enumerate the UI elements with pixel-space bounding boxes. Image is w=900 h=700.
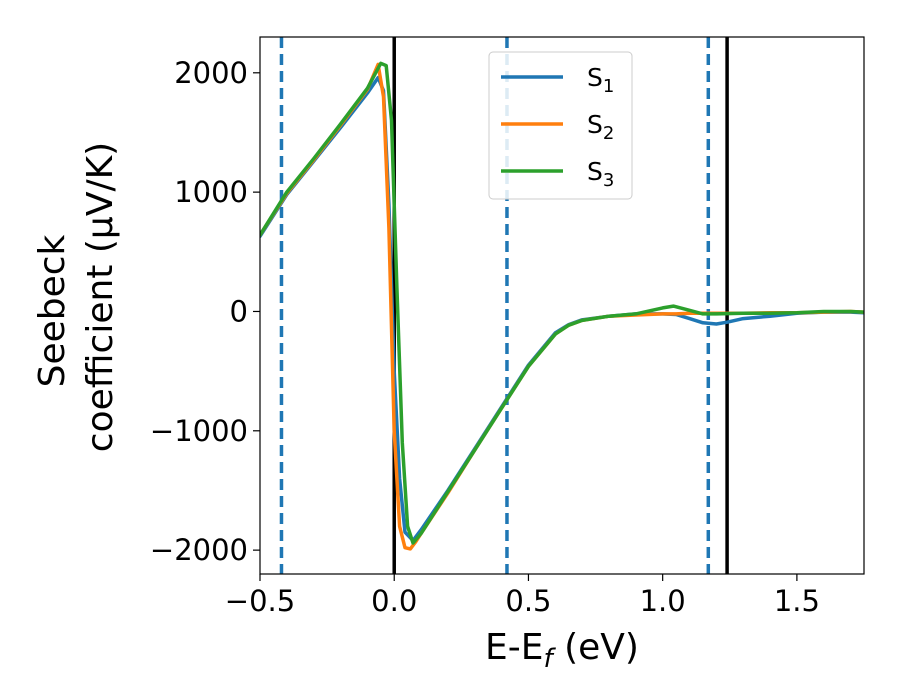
y-axis-title: Seebeck coefficient (μV/K) [32,142,121,452]
x-axis-title: E-Ef (eV) [485,627,639,674]
legend-label-s3: S3 [587,157,614,191]
x-axis: −0.5 0.0 0.5 1.0 1.5 [225,574,820,618]
legend-label-s2: S2 [587,110,614,144]
y-tick-label: −1000 [150,414,248,448]
series-layer [260,61,864,551]
y-tick-label: 1000 [174,175,248,209]
y-tick-label: −2000 [150,533,248,567]
legend-label-s1: S1 [587,63,614,97]
x-tick-label: 0.5 [505,584,551,618]
series-line-s3 [260,61,864,545]
y-axis-title-line2: coefficient (μV/K) [80,142,121,452]
x-tick-label: 1.0 [640,584,686,618]
y-axis-title-line1: Seebeck [32,234,73,387]
x-tick-label: −0.5 [225,584,295,618]
plot-frame [259,36,865,575]
y-tick-label: 2000 [174,56,248,90]
y-tick-label: 0 [230,294,248,328]
x-tick-label: 1.5 [774,584,820,618]
x-tick-label: 0.0 [371,584,417,618]
legend: S1 S2 S3 [488,51,633,200]
y-axis: 2000 1000 0 −1000 −2000 [150,56,260,567]
